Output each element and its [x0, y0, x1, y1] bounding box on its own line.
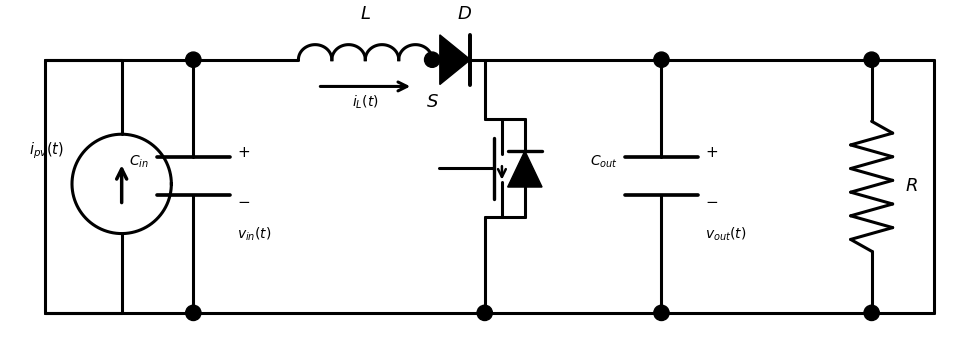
- Text: $S$: $S$: [425, 93, 438, 111]
- Text: $+$: $+$: [705, 145, 718, 160]
- Circle shape: [424, 52, 439, 67]
- Circle shape: [476, 305, 492, 321]
- Circle shape: [186, 52, 200, 67]
- Polygon shape: [508, 151, 542, 187]
- Text: $-$: $-$: [705, 193, 718, 208]
- Text: $C_{out}$: $C_{out}$: [589, 154, 617, 170]
- Circle shape: [186, 305, 200, 321]
- Circle shape: [864, 305, 878, 321]
- Text: $L$: $L$: [360, 6, 371, 23]
- Polygon shape: [439, 35, 469, 85]
- Text: $i_L(t)$: $i_L(t)$: [351, 93, 378, 111]
- Text: $D$: $D$: [457, 6, 471, 23]
- Text: $+$: $+$: [237, 145, 250, 160]
- Circle shape: [864, 52, 878, 67]
- Circle shape: [653, 305, 668, 321]
- Text: $v_{out}(t)$: $v_{out}(t)$: [705, 226, 746, 243]
- Text: $-$: $-$: [237, 193, 250, 208]
- Text: $C_{in}$: $C_{in}$: [129, 154, 150, 170]
- Text: $R$: $R$: [905, 177, 917, 195]
- Text: $v_{in}(t)$: $v_{in}(t)$: [237, 226, 272, 243]
- Circle shape: [653, 52, 668, 67]
- Text: $i_{pv}(t)$: $i_{pv}(t)$: [29, 140, 65, 161]
